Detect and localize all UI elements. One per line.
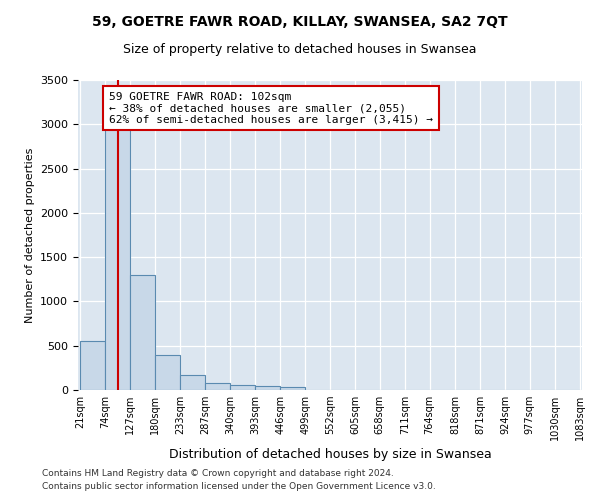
Bar — [105, 124, 130, 390]
Bar — [280, 388, 305, 390]
Text: 59, GOETRE FAWR ROAD, KILLAY, SWANSEA, SA2 7QT: 59, GOETRE FAWR ROAD, KILLAY, SWANSEA, S… — [92, 15, 508, 29]
Bar — [155, 354, 180, 390]
Text: Contains public sector information licensed under the Open Government Licence v3: Contains public sector information licen… — [42, 482, 436, 491]
Y-axis label: Number of detached properties: Number of detached properties — [25, 148, 35, 322]
Bar — [230, 385, 255, 390]
Text: Size of property relative to detached houses in Swansea: Size of property relative to detached ho… — [123, 42, 477, 56]
Bar — [80, 342, 105, 390]
Bar — [205, 383, 230, 390]
Bar — [180, 375, 205, 390]
Bar — [130, 275, 155, 390]
Text: 59 GOETRE FAWR ROAD: 102sqm
← 38% of detached houses are smaller (2,055)
62% of : 59 GOETRE FAWR ROAD: 102sqm ← 38% of det… — [109, 92, 433, 124]
Bar — [255, 386, 280, 390]
Text: Contains HM Land Registry data © Crown copyright and database right 2024.: Contains HM Land Registry data © Crown c… — [42, 468, 394, 477]
X-axis label: Distribution of detached houses by size in Swansea: Distribution of detached houses by size … — [169, 448, 491, 462]
